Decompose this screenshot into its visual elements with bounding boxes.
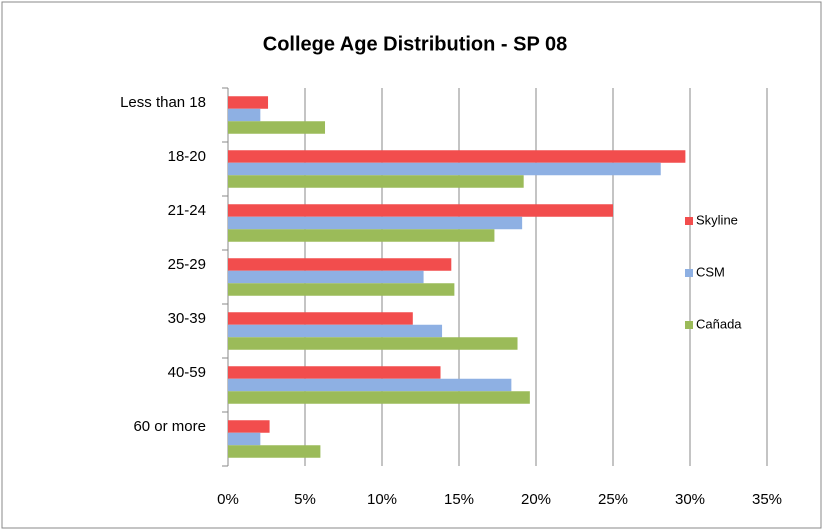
- legend-swatch: [685, 321, 693, 329]
- bar: [228, 216, 523, 230]
- legend-label: CSM: [696, 264, 725, 279]
- x-tick-label: 5%: [294, 491, 316, 508]
- bar: [228, 258, 452, 271]
- bar: [228, 270, 424, 284]
- bar: [228, 391, 530, 404]
- bar: [228, 121, 326, 134]
- y-tick-label: 60 or more: [133, 418, 206, 435]
- y-tick-label: 30-39: [168, 310, 206, 327]
- bar: [228, 378, 512, 392]
- x-tick-label: 30%: [675, 491, 705, 508]
- bar: [228, 324, 443, 338]
- x-tick-label: 0%: [217, 491, 239, 508]
- y-tick-label: Less than 18: [120, 94, 206, 111]
- bar: [228, 96, 269, 109]
- x-tick-label: 10%: [367, 491, 397, 508]
- bar: [228, 420, 270, 433]
- y-tick-label: 25-29: [168, 256, 206, 273]
- bar: [228, 312, 413, 325]
- bar: [228, 162, 661, 176]
- x-tick-label: 20%: [521, 491, 551, 508]
- bar: [228, 445, 321, 458]
- x-tick-label: 25%: [598, 491, 628, 508]
- bar: [228, 175, 524, 188]
- bar: [228, 150, 686, 163]
- x-tick-label: 35%: [752, 491, 782, 508]
- bar: [228, 108, 261, 122]
- bar: [228, 366, 441, 379]
- y-tick-label: 18-20: [168, 148, 206, 165]
- chart-title: College Age Distribution - SP 08: [263, 33, 568, 55]
- bar: [228, 432, 261, 446]
- legend-label: Skyline: [696, 212, 738, 227]
- legend-swatch: [685, 269, 693, 277]
- legend-swatch: [685, 217, 693, 225]
- y-tick-label: 21-24: [168, 202, 206, 219]
- y-tick-label: 40-59: [168, 364, 206, 381]
- x-tick-label: 15%: [444, 491, 474, 508]
- bar: [228, 204, 613, 217]
- bar: [228, 337, 518, 350]
- legend-label: Cañada: [696, 316, 742, 331]
- bar: [228, 229, 495, 242]
- bar: [228, 283, 455, 296]
